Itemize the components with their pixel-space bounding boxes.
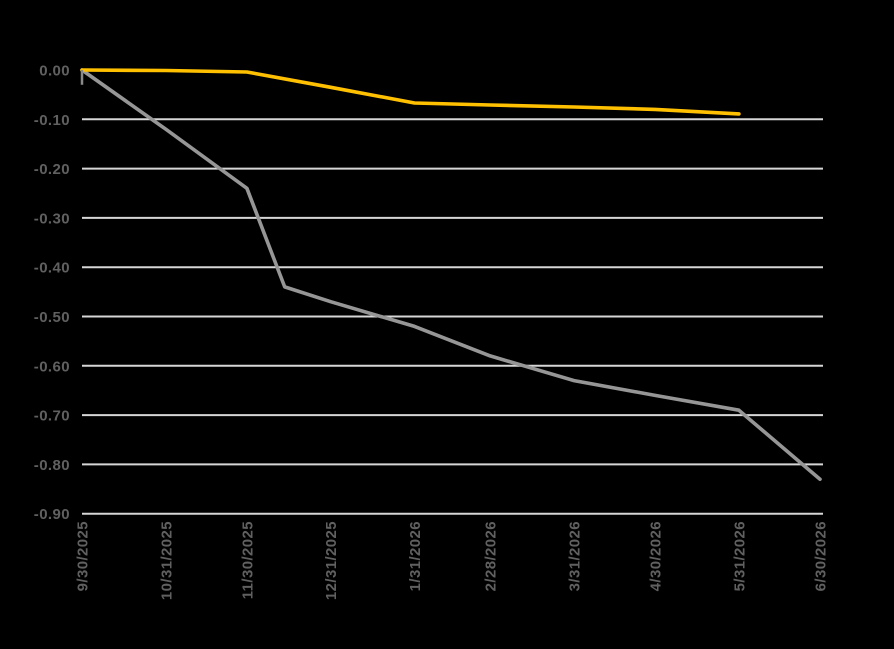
gray-series-line <box>80 68 822 482</box>
x-axis-tick-label: 5/31/2026 <box>731 521 748 591</box>
gridlines-group <box>82 118 823 515</box>
y-axis-tick-label: -0.20 <box>34 161 70 178</box>
y-axis-tick-label: -0.40 <box>34 260 70 277</box>
y-axis-tick-label: -0.50 <box>34 309 70 326</box>
x-axis-tick-label: 3/31/2026 <box>567 521 584 591</box>
y-axis-tick-label: -0.60 <box>34 358 70 375</box>
series-group <box>80 68 822 482</box>
x-axis-tick-label: 4/30/2026 <box>648 521 665 591</box>
y-axis-tick-label: -0.10 <box>34 112 70 129</box>
x-axis-tick-label: 11/30/2025 <box>239 521 256 599</box>
y-axis-tick-label: -0.80 <box>34 457 70 474</box>
x-axis-tick-label: 6/30/2026 <box>813 521 830 591</box>
x-axis-tick-label: 12/31/2025 <box>323 521 340 600</box>
x-axis-tick-label: 2/28/2026 <box>483 521 500 591</box>
x-axis-tick-label: 9/30/2025 <box>75 521 92 591</box>
x-axis-tick-label: 1/31/2026 <box>407 521 424 591</box>
gold-series-line <box>80 68 741 116</box>
y-axis-tick-label: -0.30 <box>34 210 70 227</box>
x-axis-tick-label: 10/31/2025 <box>158 521 175 600</box>
y-axis-labels-group: 0.00 -0.10 -0.20 -0.30 -0.40 -0.50 -0.60 -0.70 -… <box>34 63 70 524</box>
y-axis-tick-label: -0.90 <box>34 506 70 523</box>
x-axis-labels-group: 9/30/2025 10/31/2025 11/30/2025 12/31/2025 1… <box>75 521 830 600</box>
y-axis-tick-label: -0.70 <box>34 408 70 425</box>
y-axis-tick-label: 0.00 <box>39 63 70 80</box>
